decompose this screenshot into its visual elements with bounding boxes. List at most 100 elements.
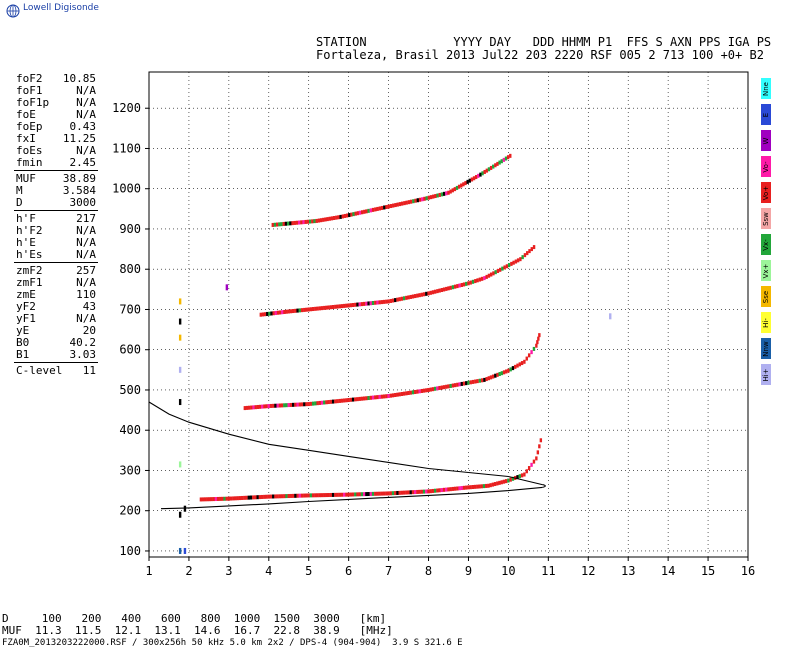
echo-point bbox=[307, 307, 310, 312]
echo-point bbox=[278, 403, 282, 408]
echo-point bbox=[269, 494, 273, 499]
echo-point bbox=[416, 198, 420, 203]
echo-point bbox=[266, 311, 269, 316]
echo-point bbox=[313, 219, 316, 224]
echo-point bbox=[345, 213, 349, 218]
param-row: D 3000 bbox=[16, 197, 96, 209]
echo-point bbox=[440, 288, 444, 293]
echo-point bbox=[350, 212, 353, 217]
echo-point bbox=[236, 496, 239, 501]
echo-point bbox=[354, 492, 357, 497]
echo-point bbox=[391, 491, 395, 496]
echo-point bbox=[433, 289, 437, 294]
echo-point bbox=[402, 391, 406, 396]
echo-point bbox=[360, 492, 364, 497]
echo-point bbox=[332, 215, 336, 220]
echo-point bbox=[287, 309, 290, 314]
profile-bottomside-curve bbox=[160, 486, 543, 510]
echo-point bbox=[451, 285, 455, 290]
echo-point bbox=[501, 266, 504, 271]
echo-point bbox=[389, 204, 393, 209]
echo-point bbox=[347, 303, 350, 308]
echo-point bbox=[418, 489, 421, 494]
echo-point bbox=[349, 303, 353, 308]
echo-point bbox=[354, 302, 357, 307]
echo-point bbox=[289, 309, 293, 314]
echo-point bbox=[348, 213, 351, 218]
param-key: yF2 bbox=[16, 300, 36, 313]
echo-point bbox=[442, 191, 446, 196]
echo-point bbox=[254, 495, 257, 500]
echo-point bbox=[280, 222, 283, 227]
param-value: 40.2 bbox=[69, 336, 97, 349]
echo-point bbox=[358, 396, 361, 401]
legend-swatch: Sse bbox=[761, 286, 771, 307]
echo-point bbox=[349, 492, 353, 497]
echo-point bbox=[306, 219, 310, 224]
echo-point bbox=[387, 394, 390, 399]
echo-point bbox=[296, 493, 299, 498]
echo-point bbox=[478, 277, 482, 282]
echo-point bbox=[447, 487, 450, 492]
echo-point bbox=[356, 302, 359, 307]
echo-point bbox=[351, 492, 355, 497]
echo-point bbox=[243, 495, 246, 500]
param-row: h'F 217 bbox=[16, 213, 96, 225]
param-row: M 3.584 bbox=[16, 185, 96, 197]
echo-point bbox=[416, 489, 419, 494]
echo-point bbox=[234, 496, 237, 501]
echo-point bbox=[238, 496, 242, 501]
echo-point bbox=[232, 496, 235, 501]
y-tick-label: 1100 bbox=[112, 141, 141, 155]
echo-point bbox=[409, 490, 412, 495]
param-value: 3.584 bbox=[62, 184, 96, 197]
echo-point bbox=[275, 222, 279, 227]
echo-point bbox=[287, 494, 290, 499]
echo-point bbox=[337, 215, 340, 220]
echo-point bbox=[382, 491, 386, 496]
param-row: yF2 43 bbox=[16, 301, 96, 313]
echo-point bbox=[389, 393, 393, 398]
param-key: zmF1 bbox=[16, 276, 43, 289]
echo-point bbox=[414, 198, 417, 203]
echo-point bbox=[363, 209, 366, 214]
echo-point bbox=[320, 306, 324, 311]
echo-point bbox=[507, 368, 510, 373]
echo-point bbox=[371, 300, 375, 305]
echo-point bbox=[380, 300, 384, 305]
echo-point bbox=[340, 398, 344, 403]
echo-point bbox=[496, 481, 499, 486]
echo-point bbox=[378, 491, 381, 496]
param-row: foF1p N/A bbox=[16, 97, 96, 109]
echo-point bbox=[507, 263, 511, 268]
echo-point bbox=[460, 183, 463, 188]
y-tick-label: 700 bbox=[119, 302, 141, 316]
echo-point bbox=[347, 398, 350, 403]
echo-point bbox=[336, 399, 339, 404]
echo-point bbox=[296, 308, 299, 313]
echo-point bbox=[498, 160, 501, 165]
echo-point bbox=[327, 400, 330, 405]
echo-point bbox=[469, 380, 472, 385]
echo-point bbox=[391, 393, 395, 398]
echo-point bbox=[436, 386, 439, 391]
echo-point bbox=[520, 473, 524, 478]
header-labels: STATION YYYY DAY DDD HHMM P1 FFS S AXN P… bbox=[316, 35, 772, 49]
param-row: foEp 0.43 bbox=[16, 121, 96, 133]
y-tick-label: 100 bbox=[119, 544, 141, 558]
echo-point bbox=[263, 494, 266, 499]
echo-point bbox=[245, 405, 249, 410]
echo-point bbox=[199, 497, 203, 502]
echo-point bbox=[485, 483, 488, 488]
echo-point bbox=[503, 265, 506, 270]
param-key: foE bbox=[16, 108, 36, 121]
echo-point bbox=[367, 208, 370, 213]
echo-point bbox=[267, 494, 270, 499]
param-key: yF1 bbox=[16, 312, 36, 325]
echo-point bbox=[300, 493, 304, 498]
echo-point bbox=[210, 497, 213, 502]
echo-point bbox=[265, 494, 268, 499]
echo-point bbox=[286, 221, 290, 226]
echo-point bbox=[329, 492, 333, 497]
echo-point bbox=[427, 489, 430, 494]
